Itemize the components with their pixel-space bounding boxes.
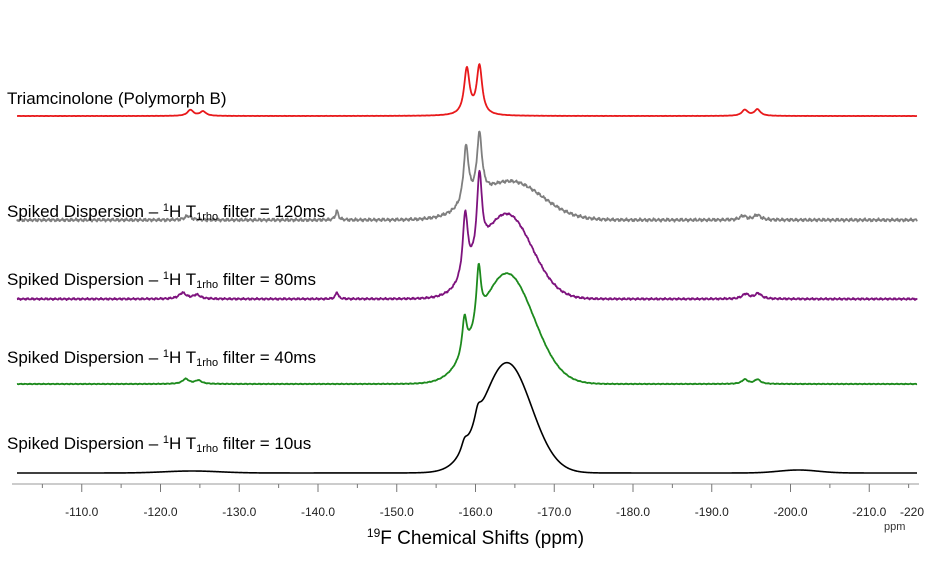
x-tick-label: -150.0 [380,505,414,519]
label-polymorph-b-text: Triamcinolone (Polymorph B) [7,89,227,108]
x-tick-label: -110.0 [65,505,98,519]
label-filter-10us: Spiked Dispersion – 1H T1rho filter = 10… [7,430,311,459]
label-subscript: 1rho [196,279,219,291]
label-nucleus: H T [169,348,197,367]
x-axis-title: 19F Chemical Shifts (ppm) [0,526,951,550]
label-suffix: filter = 80ms [218,270,316,289]
label-suffix: filter = 120ms [218,202,326,221]
spectrum-filter-40ms [16,262,918,386]
label-subscript: 1rho [196,357,219,369]
x-tick-label: -190.0 [695,505,729,519]
x-tick-label: -160.0 [458,505,492,519]
label-mass-number: 1 [162,270,170,282]
spectrum-filter-80ms [16,169,918,301]
label-suffix: filter = 10us [218,434,312,453]
label-nucleus: H T [169,270,197,289]
label-nucleus: H T [169,202,197,221]
label-subscript: 1rho [196,211,219,223]
label-mass-number: 1 [162,434,170,446]
x-axis-label: Chemical Shifts (ppm) [397,528,585,549]
spectra-layer [16,63,918,474]
x-tick-label: -220 [900,505,924,519]
label-prefix: Spiked Dispersion – [7,348,163,367]
label-filter-40ms: Spiked Dispersion – 1H T1rho filter = 40… [7,344,316,373]
x-tick-label: -180.0 [616,505,650,519]
x-axis-nucleus: F [380,528,392,549]
label-mass-number: 1 [162,202,170,214]
spectrum-polymorph-b [16,63,918,118]
x-tick-label: -210.0 [852,505,886,519]
x-axis-unit: ppm [884,521,905,533]
label-prefix: Spiked Dispersion – [7,434,163,453]
label-prefix: Spiked Dispersion – [7,270,163,289]
x-tick-label: -200.0 [773,505,807,519]
label-prefix: Spiked Dispersion – [7,202,163,221]
spectrum-filter-10us [16,361,918,474]
label-polymorph-b: Triamcinolone (Polymorph B) [7,89,227,109]
label-subscript: 1rho [196,443,219,455]
spectrum-filter-120ms [16,130,918,223]
x-axis: -110.0 -120.0 -130.0 -140.0 -150.0 -160.0 -170… [12,483,924,519]
x-tick-label: -120.0 [143,505,177,519]
x-tick-label: -140.0 [301,505,335,519]
x-axis-mass-number: 19 [366,526,381,540]
label-filter-80ms: Spiked Dispersion – 1H T1rho filter = 80… [7,266,316,295]
x-tick-label: -170.0 [537,505,571,519]
label-mass-number: 1 [162,348,170,360]
label-nucleus: H T [169,434,197,453]
label-filter-120ms: Spiked Dispersion – 1H T1rho filter = 12… [7,198,325,227]
x-tick-label: -130.0 [222,505,256,519]
label-suffix: filter = 40ms [218,348,316,367]
